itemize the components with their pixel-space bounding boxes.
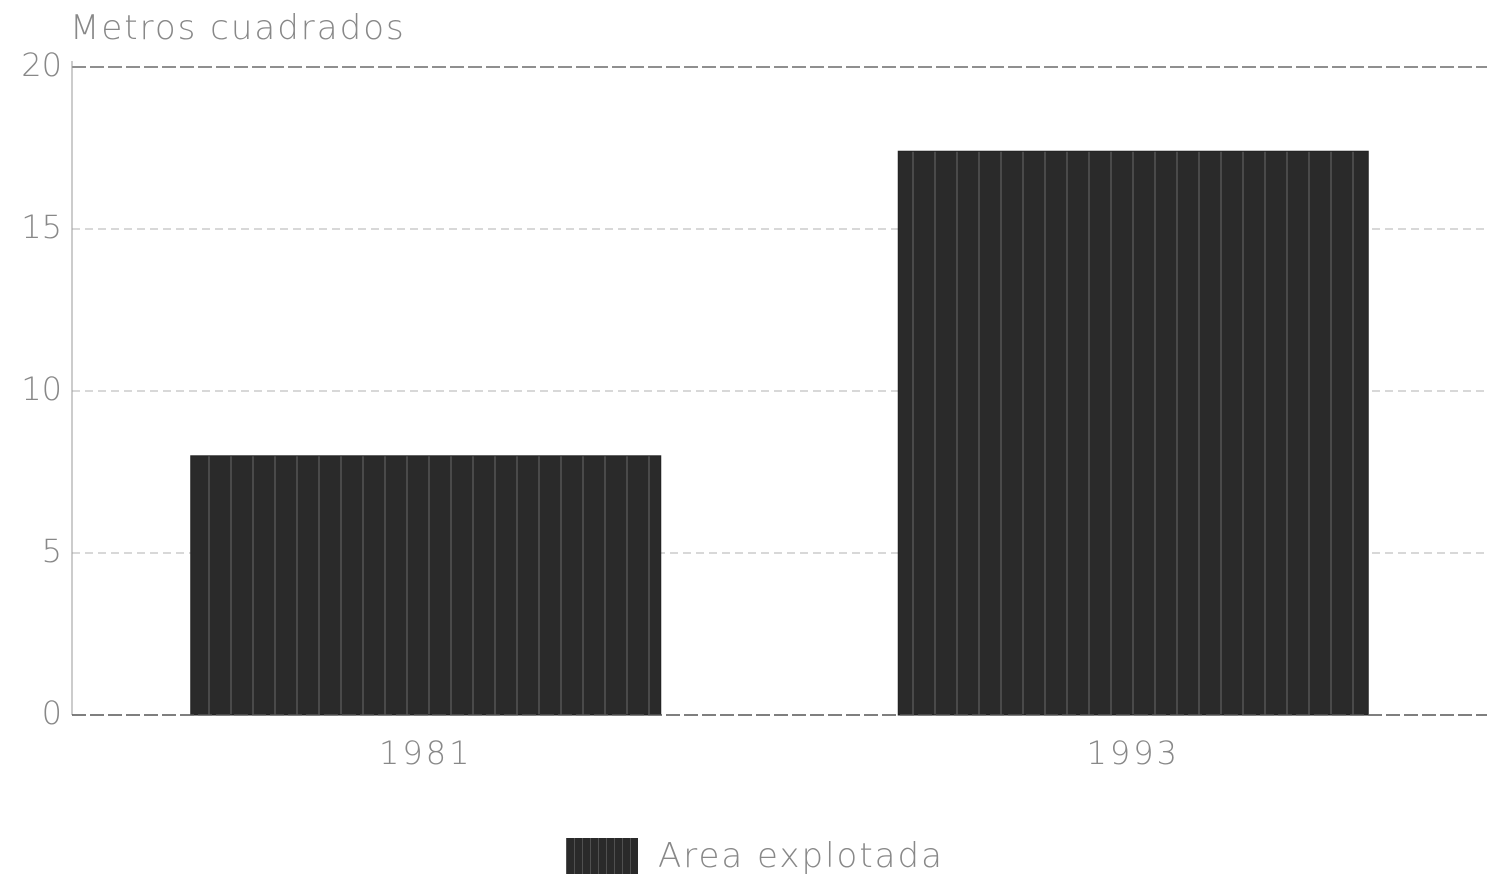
y-tick-label: 20 <box>21 46 62 84</box>
legend-swatch <box>566 838 638 874</box>
y-axis-title: Metros cuadrados <box>70 8 406 48</box>
legend-label: Area explotada <box>658 836 944 876</box>
x-tick-label: 1993 <box>1087 734 1180 772</box>
x-tick-label: 1981 <box>379 734 472 772</box>
y-tick-label: 0 <box>42 694 62 732</box>
y-tick-label: 10 <box>21 370 62 408</box>
y-tick-label: 15 <box>21 208 62 246</box>
bar <box>897 150 1369 716</box>
y-tick-label: 5 <box>42 532 62 570</box>
bar <box>190 455 662 716</box>
legend: Area explotada <box>566 832 944 878</box>
